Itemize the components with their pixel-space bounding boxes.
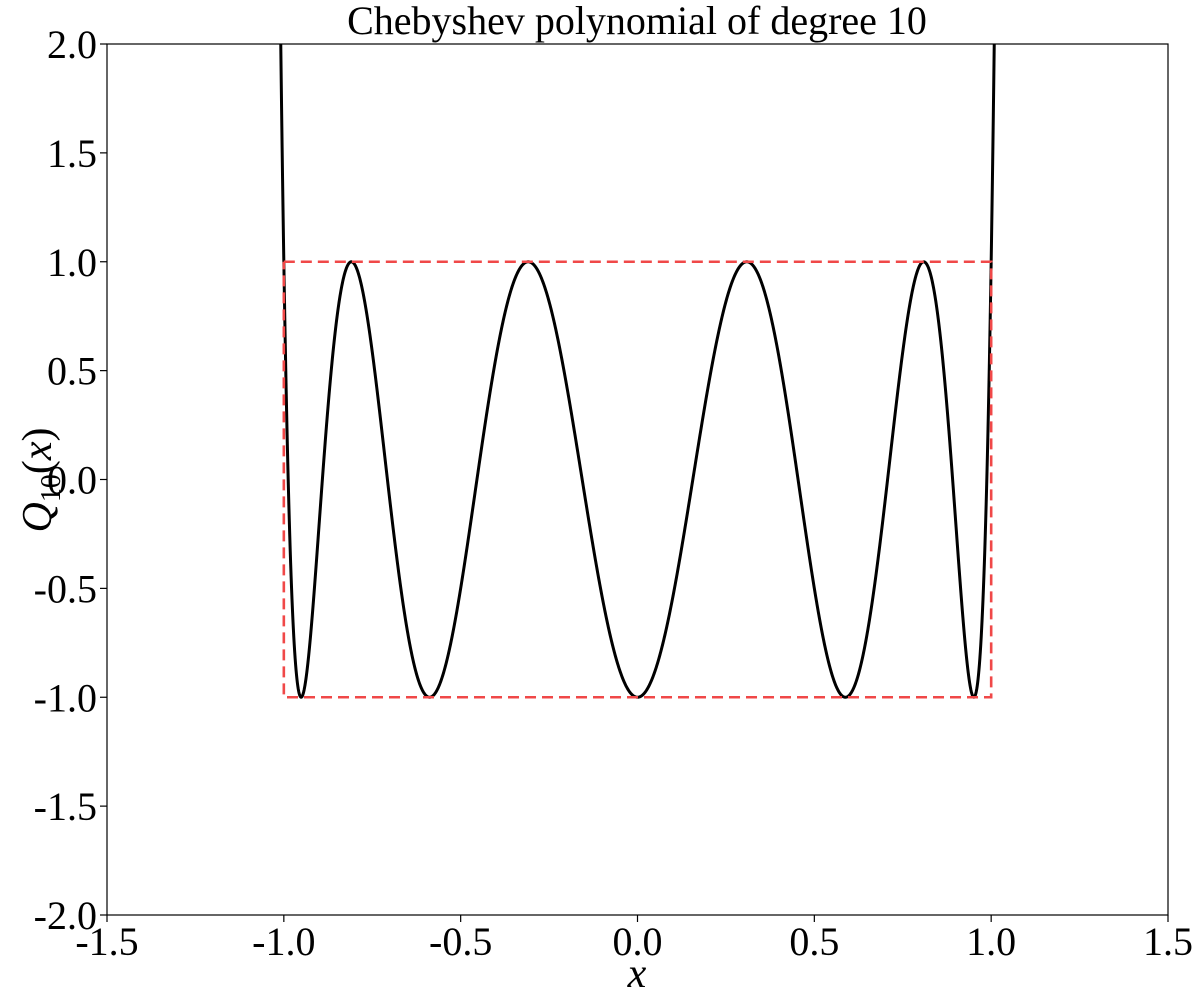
x-tick-label: 1.5 [1143, 919, 1193, 964]
chart-title: Chebyshev polynomial of degree 10 [347, 0, 927, 43]
x-tick-label: -0.5 [429, 919, 492, 964]
y-tick-label: -1.0 [34, 675, 97, 720]
bound-box-series-line [282, 260, 993, 699]
y-tick-label: -1.5 [34, 784, 97, 829]
y-axis-ticks: -2.0 -1.5 -1.0 -0.5 0.0 0.5 1.0 1.5 2.0 [34, 22, 107, 938]
y-tick-label: 0.5 [47, 349, 97, 394]
y-tick-label: 2.0 [47, 22, 97, 67]
y-tick-label: -0.5 [34, 566, 97, 611]
x-tick-label: -1.5 [75, 919, 138, 964]
y-tick-label: 0.0 [47, 458, 97, 503]
y-tick-label: 1.5 [47, 131, 97, 176]
y-axis-label-suffix-paren-close: ) [15, 428, 61, 442]
x-axis-label: x [627, 951, 647, 997]
y-tick-label: 1.0 [47, 240, 97, 285]
x-tick-label: 0.0 [613, 919, 663, 964]
axes-frame [106, 43, 1169, 916]
plot-area [279, 44, 996, 699]
x-tick-label: -1.0 [252, 919, 315, 964]
y-axis-label-suffix-var: x [15, 441, 61, 461]
y-tick-label: -2.0 [34, 893, 97, 938]
x-tick-label: 1.0 [966, 919, 1016, 964]
y-axis-label-suffix-paren-open: ( [15, 460, 61, 474]
polynomial-series-line [279, 44, 996, 699]
y-axis-label-subscript: 10 [36, 474, 67, 502]
x-axis-ticks: -1.5 -1.0 -0.5 0.0 0.5 1.0 1.5 [75, 915, 1193, 964]
x-tick-label: 0.5 [789, 919, 839, 964]
y-axis-label-base: Q [15, 502, 61, 532]
y-axis-label: Q10(x) [15, 428, 67, 533]
